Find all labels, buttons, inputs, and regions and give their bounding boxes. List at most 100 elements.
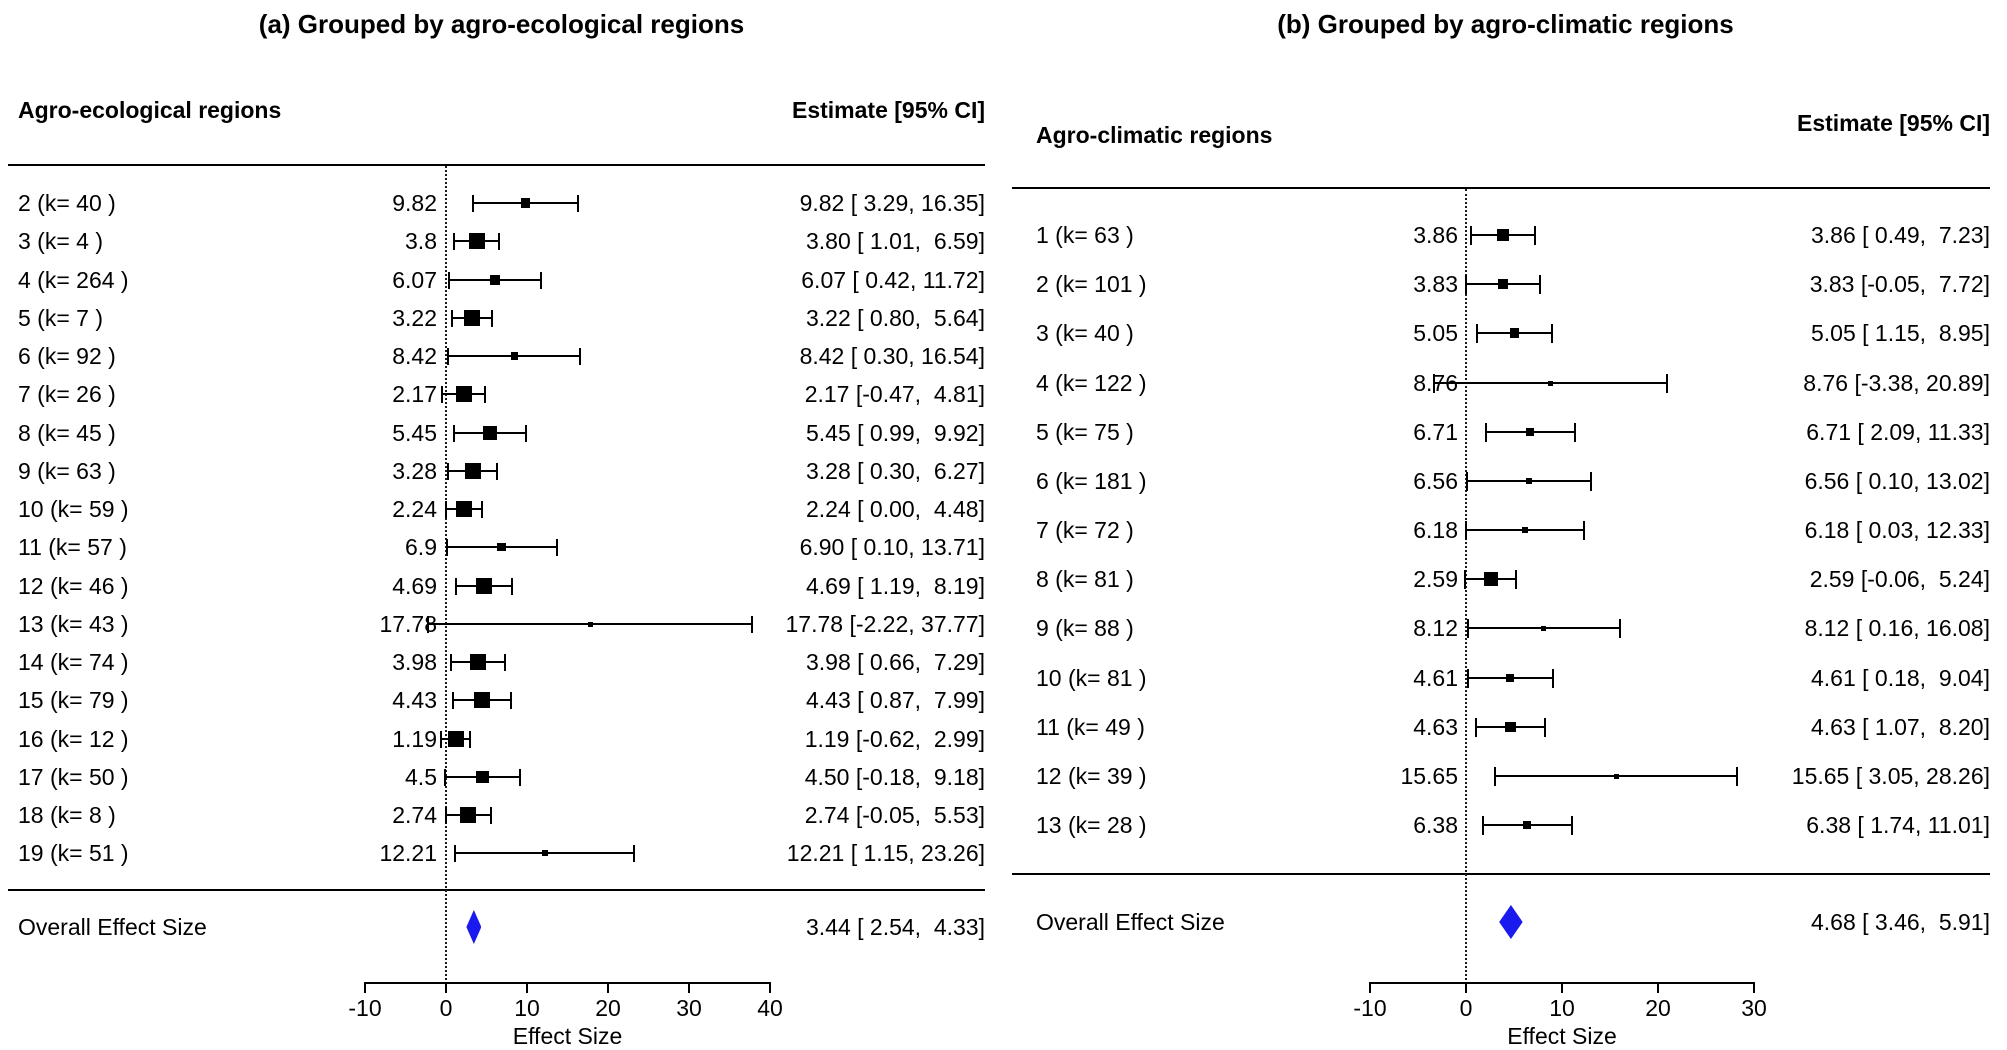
overall-diamond: [1499, 905, 1523, 939]
study-value-label: 4.43: [392, 687, 437, 713]
ci-cap-right: [577, 194, 580, 212]
axis-tick-label: -10: [1353, 995, 1387, 1021]
study-value-label: 8.42: [392, 343, 437, 369]
ci-cap-left: [451, 309, 454, 327]
ci-cap-left: [1475, 717, 1478, 737]
ci-text: 6.71 [ 2.09, 11.33]: [1806, 419, 1990, 445]
effect-square: [464, 310, 481, 326]
effect-square: [483, 426, 497, 440]
ci-text: 15.65 [ 3.05, 28.26]: [1791, 763, 1990, 789]
study-value-label: 5.45: [392, 420, 437, 446]
axis-tick-label: 40: [757, 995, 783, 1021]
study-value-label: 4.5: [405, 764, 437, 790]
ci-cap-left: [453, 232, 456, 250]
ci-text: 12.21 [ 1.15, 23.26]: [786, 840, 985, 866]
ci-cap-left: [450, 653, 453, 671]
ci-cap-right: [481, 500, 484, 518]
x-axis-label: Effect Size: [1507, 1023, 1617, 1049]
panel-b-title: (b) Grouped by agro-climatic regions: [1277, 9, 1734, 39]
axis-tick-label: 30: [676, 995, 702, 1021]
ci-text: 4.50 [-0.18, 9.18]: [804, 764, 985, 790]
ci-text: 4.69 [ 1.19, 8.19]: [805, 573, 985, 599]
ci-cap-right: [1589, 471, 1592, 491]
study-value-label: 6.9: [405, 534, 437, 560]
ci-cap-right: [1543, 717, 1546, 737]
effect-square: [1497, 229, 1509, 241]
study-value-label: 6.56: [1413, 468, 1458, 494]
overall-diamond: [466, 910, 482, 944]
ci-cap-left: [447, 347, 450, 365]
effect-square: [1541, 625, 1547, 631]
axis-tick-label: 20: [595, 995, 621, 1021]
study-label: 17 (k= 50 ): [18, 764, 129, 790]
ci-cap-right: [490, 309, 493, 327]
study-label: 5 (k= 75 ): [1036, 419, 1134, 445]
effect-square: [1506, 673, 1515, 683]
ci-text: 3.28 [ 0.30, 6.27]: [805, 458, 985, 484]
ci-cap-left: [1464, 569, 1467, 589]
ci-cap-right: [489, 806, 492, 824]
study-value-label: 6.38: [1413, 812, 1458, 838]
study-label: 3 (k= 40 ): [1036, 320, 1134, 346]
study-label: 3 (k= 4 ): [18, 228, 104, 254]
study-value-label: 9.82: [392, 190, 437, 216]
panel-a-group-header: Agro-ecological regions: [18, 97, 282, 123]
study-label: 12 (k= 46 ): [18, 573, 129, 599]
study-value-label: 6.07: [392, 267, 437, 293]
effect-square: [1509, 328, 1520, 338]
effect-square: [1526, 427, 1535, 437]
ci-cap-right: [483, 385, 486, 403]
ci-cap-left: [1469, 225, 1472, 245]
ci-cap-left: [445, 500, 447, 518]
study-value-label: 2.17: [392, 381, 437, 407]
effect-square: [497, 542, 507, 552]
study-label: 19 (k= 51 ): [18, 840, 129, 866]
header-rule: [8, 164, 985, 166]
effect-square: [489, 274, 501, 286]
study-value-label: 3.22: [392, 305, 437, 331]
ci-cap-right: [1550, 323, 1553, 343]
study-label: 4 (k= 264 ): [18, 267, 129, 293]
effect-square: [1483, 572, 1498, 586]
ci-cap-right: [519, 768, 522, 786]
ci-text: 1.19 [-0.62, 2.99]: [804, 726, 985, 752]
overall-rule: [1012, 873, 1990, 875]
ci-cap-left: [1464, 274, 1467, 294]
ci-cap-right: [1736, 766, 1739, 786]
ci-cap-right: [495, 462, 498, 480]
study-value-label: 15.65: [1400, 763, 1458, 789]
effect-square: [1497, 279, 1508, 289]
effect-square: [456, 501, 473, 517]
effect-square: [473, 692, 490, 708]
ci-text: 4.43 [ 0.87, 7.99]: [805, 687, 985, 713]
ci-cap-left: [448, 271, 451, 289]
ci-cap-right: [578, 347, 581, 365]
ci-cap-left: [1432, 373, 1435, 393]
ci-text: 3.80 [ 1.01, 6.59]: [805, 228, 985, 254]
ci-cap-left: [443, 768, 446, 786]
overall-label: Overall Effect Size: [1036, 909, 1225, 935]
ci-text: 8.76 [-3.38, 20.89]: [1803, 370, 1990, 396]
study-label: 8 (k= 81 ): [1036, 566, 1134, 592]
axis-tick: [526, 982, 528, 993]
ci-text: 9.82 [ 3.29, 16.35]: [799, 190, 985, 216]
ci-cap-right: [750, 615, 753, 633]
study-value-label: 2.24: [392, 496, 437, 522]
ci-cap-right: [1665, 373, 1668, 393]
study-label: 13 (k= 43 ): [18, 611, 129, 637]
ci-cap-right: [1573, 422, 1576, 442]
study-value-label: 3.98: [392, 649, 437, 675]
ci-cap-left: [454, 577, 457, 595]
study-label: 14 (k= 74 ): [18, 649, 129, 675]
ci-text: 3.83 [-0.05, 7.72]: [1809, 271, 1990, 297]
study-value-label: 3.28: [392, 458, 437, 484]
ci-text: 3.86 [ 0.49, 7.23]: [1810, 222, 1990, 248]
ci-cap-right: [1583, 520, 1586, 540]
ci-text: 6.18 [ 0.03, 12.33]: [1804, 517, 1990, 543]
axis-tick: [607, 982, 609, 993]
axis-tick-label: 0: [439, 995, 453, 1021]
study-value-label: 6.71: [1413, 419, 1458, 445]
effect-square: [1547, 380, 1553, 386]
study-label: 12 (k= 39 ): [1036, 763, 1147, 789]
